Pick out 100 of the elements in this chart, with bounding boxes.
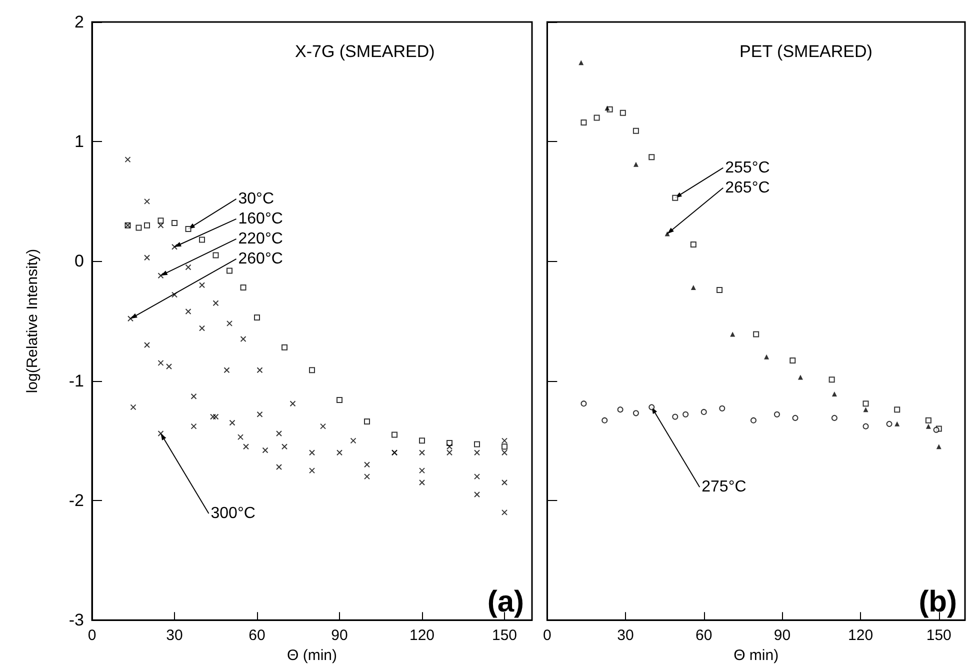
y-axis-title: log(Relative Intensity) — [24, 248, 41, 394]
annotation: 300°C — [210, 504, 256, 522]
point — [144, 254, 150, 261]
annotation: 265°C — [725, 179, 770, 196]
point — [798, 374, 803, 380]
point — [166, 364, 172, 370]
point — [862, 423, 869, 430]
point — [925, 417, 932, 424]
point — [502, 444, 508, 450]
point — [894, 406, 900, 413]
point — [309, 450, 315, 456]
point — [158, 430, 164, 436]
point — [831, 414, 838, 421]
point — [828, 376, 835, 383]
annotation: (a) — [487, 586, 524, 618]
point — [700, 408, 707, 415]
point — [682, 411, 689, 418]
x-tick-label: 120 — [409, 627, 435, 644]
point — [602, 417, 608, 424]
point — [290, 400, 296, 407]
point — [212, 414, 219, 420]
point — [502, 480, 508, 486]
y-tick-label: -2 — [68, 490, 84, 510]
point — [664, 231, 670, 236]
point — [790, 358, 796, 364]
point — [690, 241, 696, 248]
point — [282, 344, 288, 350]
point — [185, 308, 192, 314]
point — [648, 154, 655, 160]
point — [690, 285, 696, 290]
point — [199, 325, 205, 332]
x-axis-title: Θ (min) — [287, 647, 337, 664]
point — [256, 411, 263, 418]
point — [226, 320, 232, 326]
point — [128, 316, 134, 322]
point — [172, 244, 178, 250]
point — [309, 367, 315, 374]
point — [158, 222, 164, 228]
point — [672, 414, 678, 420]
y-tick-label: -3 — [68, 610, 84, 630]
point — [474, 492, 480, 498]
point — [604, 106, 610, 111]
point — [226, 268, 232, 274]
point — [933, 426, 940, 433]
point — [158, 360, 164, 366]
y-tick-label: 2 — [74, 12, 84, 32]
point — [190, 423, 197, 430]
point — [364, 418, 370, 425]
point — [210, 414, 216, 420]
point — [243, 444, 249, 450]
annotation: 255°C — [725, 159, 770, 176]
y-tick-label: 1 — [74, 132, 84, 152]
point — [392, 432, 398, 438]
point — [144, 342, 150, 348]
annotation: 220°C — [238, 230, 283, 248]
x-axis-title: Θ min) — [734, 647, 779, 664]
point — [199, 282, 205, 288]
point — [336, 397, 342, 403]
point — [262, 447, 268, 454]
x-tick-label: 60 — [696, 627, 712, 644]
y-tick-label: -1 — [68, 371, 84, 390]
point — [276, 430, 282, 436]
point — [753, 331, 760, 338]
point — [224, 367, 230, 374]
x-tick-label: 30 — [617, 627, 634, 644]
point — [580, 119, 587, 126]
point — [254, 314, 260, 320]
point — [474, 441, 480, 448]
point — [364, 462, 370, 468]
point — [282, 444, 288, 450]
point — [633, 162, 638, 167]
point — [364, 474, 370, 480]
point — [144, 198, 150, 204]
point — [136, 224, 142, 231]
point — [502, 438, 508, 444]
point — [130, 404, 136, 410]
text: PET (SMEARED) — [740, 42, 872, 61]
point — [158, 272, 164, 279]
point — [620, 110, 626, 116]
point — [212, 300, 219, 306]
x-tick-label: 150 — [926, 627, 952, 644]
x-tick-label: 150 — [492, 627, 518, 644]
y-tick-label: 0 — [74, 252, 84, 271]
annotation: (b) — [918, 586, 958, 618]
point — [764, 354, 770, 360]
point — [832, 392, 837, 397]
point — [648, 404, 655, 410]
point — [750, 417, 756, 424]
point — [309, 468, 315, 474]
point — [419, 468, 425, 474]
point — [172, 292, 178, 298]
point — [886, 420, 892, 427]
point — [474, 450, 480, 456]
point — [862, 400, 869, 407]
point — [617, 406, 624, 413]
point — [792, 414, 798, 421]
x-tick-label: 0 — [88, 627, 96, 644]
point — [190, 393, 197, 400]
x-tick-label: 90 — [774, 627, 791, 644]
x-tick-label: 60 — [248, 627, 266, 644]
